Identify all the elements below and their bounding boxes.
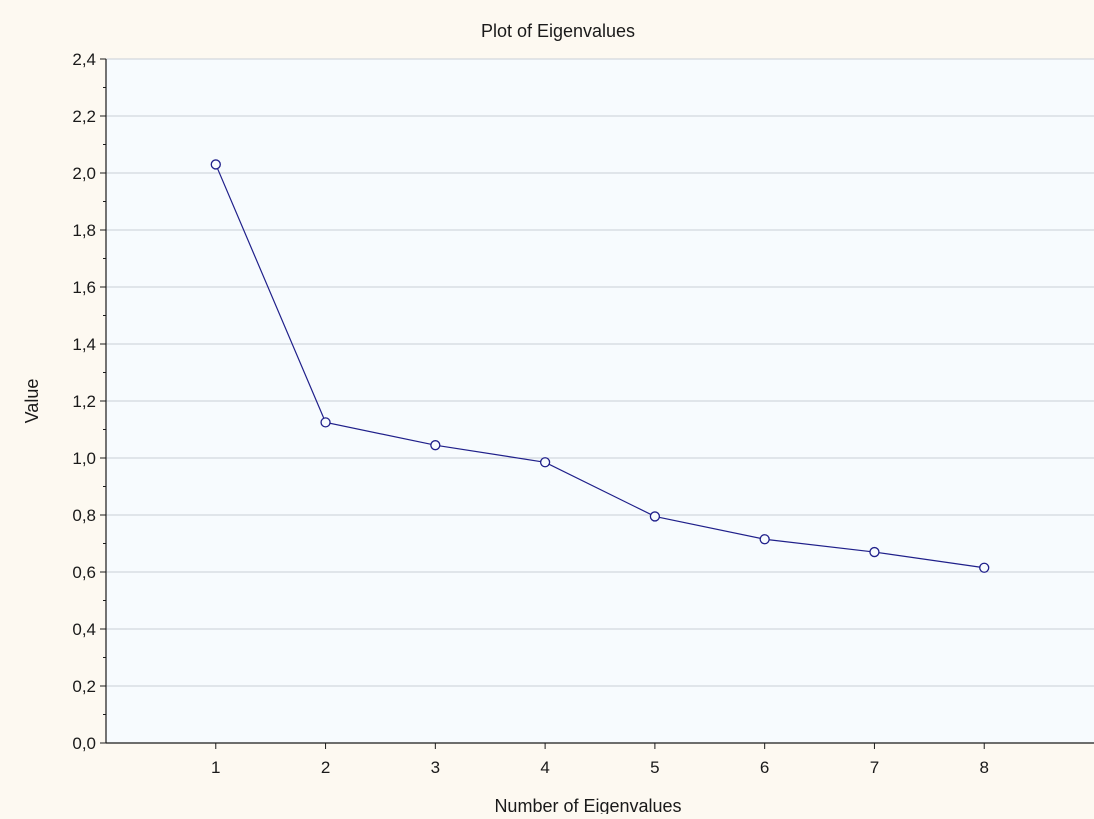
y-tick-label: 0,8 [72, 506, 96, 525]
x-tick-label: 4 [540, 758, 549, 777]
chart-title: Plot of Eigenvalues [481, 21, 635, 41]
data-point [210, 159, 221, 170]
y-tick-label: 1,4 [72, 335, 96, 354]
data-point [649, 511, 661, 522]
data-point [430, 440, 441, 451]
y-tick-label: 2,2 [72, 107, 96, 126]
x-tick-label: 3 [431, 758, 440, 777]
data-point [320, 417, 331, 428]
data-point [539, 457, 551, 468]
x-tick-label: 7 [870, 758, 879, 777]
data-point [869, 546, 880, 558]
y-tick-label: 1,8 [72, 221, 96, 240]
y-tick-label: 0,0 [72, 734, 96, 753]
y-tick-label: 0,4 [72, 620, 96, 639]
y-tick-label: 1,6 [72, 278, 96, 297]
x-tick-label: 8 [979, 758, 988, 777]
y-axis-label: Value [22, 379, 42, 424]
data-series [210, 159, 990, 573]
grid-lines [106, 58, 1094, 687]
x-axis-label: Number of Eigenvalues [494, 796, 681, 814]
series-line [215, 164, 985, 569]
x-tick-label: 1 [211, 758, 220, 777]
y-tick-label: 2,4 [72, 50, 96, 69]
y-tick-label: 2,0 [72, 164, 96, 183]
y-tick-label: 0,6 [72, 563, 96, 582]
y-tick-label: 1,0 [72, 449, 96, 468]
y-tick-label: 1,2 [72, 392, 96, 411]
y-axis-ticks: 0,0 0,2 0,4 0,6 0,8 1,0 1,2 1,4 1,6 1,8 2,0 2,2 2,4 [72, 50, 106, 753]
x-tick-label: 2 [321, 758, 330, 777]
x-tick-label: 5 [650, 758, 659, 777]
y-tick-label: 0,2 [72, 677, 96, 696]
x-tick-label: 6 [760, 758, 769, 777]
data-point [979, 562, 990, 573]
x-axis-ticks: 1 2 3 4 5 6 7 8 [211, 743, 989, 777]
data-point [759, 534, 770, 545]
